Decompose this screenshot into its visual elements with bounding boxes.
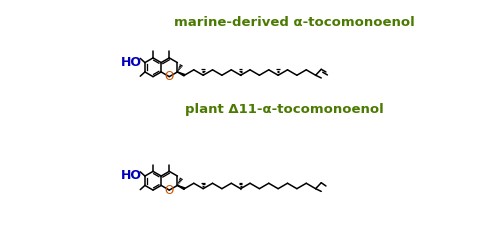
Polygon shape (177, 72, 185, 76)
Text: marine-derived α-tocomonoenol: marine-derived α-tocomonoenol (174, 16, 415, 30)
Polygon shape (177, 185, 185, 189)
Text: O: O (165, 184, 174, 197)
Text: HO: HO (121, 169, 142, 182)
Text: plant Δ11-α-tocomonoenol: plant Δ11-α-tocomonoenol (185, 103, 384, 116)
Text: HO: HO (121, 56, 142, 69)
Text: O: O (165, 70, 174, 83)
